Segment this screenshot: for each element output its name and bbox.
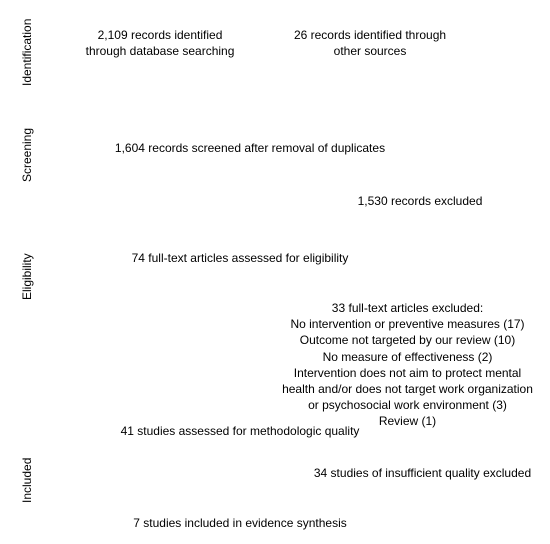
fulltext-excluded-r4a: Intervention does not aim to protect men… (270, 365, 545, 381)
fulltext-excluded-r2: Outcome not targeted by our review (10) (270, 332, 545, 348)
quality-excluded-box: 34 studies of insufficient quality exclu… (300, 465, 545, 481)
fulltext-excluded-r4b: health and/or does not target work organ… (270, 381, 545, 397)
db-search-box: 2,109 records identified through databas… (60, 27, 260, 59)
stage-eligibility-label: Eligibility (20, 253, 34, 300)
fulltext-excluded-r1: No intervention or preventive measures (… (270, 316, 545, 332)
stage-identification-label: Identification (20, 19, 34, 86)
excluded-screen-box: 1,530 records excluded (320, 193, 520, 209)
stage-screening-label: Screening (20, 128, 34, 182)
fulltext-excluded-r4c: or psychosocial work environment (3) (270, 397, 545, 413)
fulltext-excluded-title: 33 full-text articles excluded: (270, 300, 545, 316)
db-search-line1: 2,109 records identified (60, 27, 260, 43)
included-final-box: 7 studies included in evidence synthesis (90, 515, 390, 531)
other-sources-line1: 26 records identified through (270, 27, 470, 43)
other-sources-line2: other sources (270, 43, 470, 59)
screened-box: 1,604 records screened after removal of … (90, 140, 410, 156)
method-quality-box: 41 studies assessed for methodologic qua… (90, 423, 390, 439)
db-search-line2: through database searching (60, 43, 260, 59)
stage-included-label: Included (20, 458, 34, 503)
fulltext-excluded-r3: No measure of effectiveness (2) (270, 349, 545, 365)
other-sources-box: 26 records identified through other sour… (270, 27, 470, 59)
fulltext-excluded-box: 33 full-text articles excluded: No inter… (270, 300, 545, 430)
fulltext-box: 74 full-text articles assessed for eligi… (90, 250, 390, 266)
